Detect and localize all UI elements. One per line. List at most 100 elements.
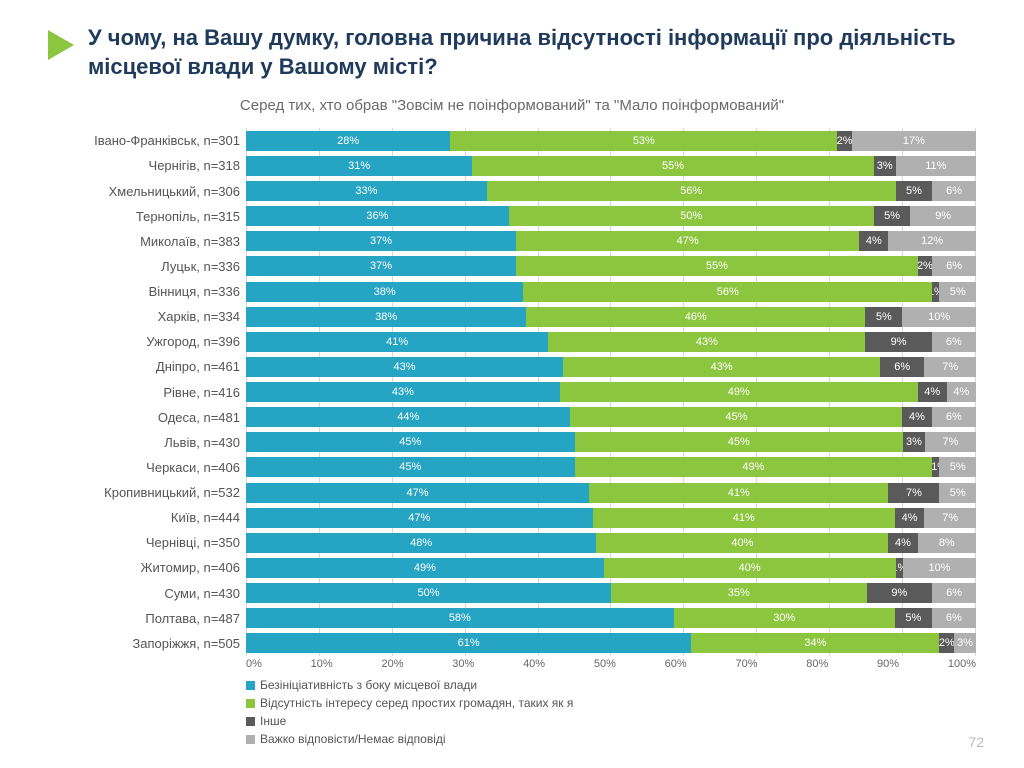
bar-segment: 55% xyxy=(516,256,918,276)
bar-row: 45%45%3%7% xyxy=(246,432,976,452)
bar-segment: 6% xyxy=(932,608,976,628)
bar-segment: 55% xyxy=(472,156,874,176)
bar-segment: 49% xyxy=(246,558,604,578)
bar-segment: 7% xyxy=(925,432,976,452)
row-label: Миколаїв, n=383 xyxy=(48,235,240,248)
legend-swatch xyxy=(246,681,255,690)
bar-segment: 4% xyxy=(918,382,947,402)
bar-segment: 43% xyxy=(563,357,880,377)
row-label: Львів, n=430 xyxy=(48,436,240,449)
slide-subtitle: Серед тих, хто обрав "Зовсім не поінформ… xyxy=(48,97,976,114)
row-label: Полтава, n=487 xyxy=(48,612,240,625)
row-label: Чернігів, n=318 xyxy=(48,159,240,172)
bar-segment: 6% xyxy=(932,407,976,427)
axis-tick: 30% xyxy=(452,658,474,670)
bar-segment: 8% xyxy=(918,533,976,553)
bar-segment: 43% xyxy=(548,332,865,352)
bar-segment: 45% xyxy=(570,407,902,427)
bar-segment: 7% xyxy=(924,508,976,528)
arrow-right-icon xyxy=(48,30,74,60)
bar-segment: 10% xyxy=(903,558,976,578)
axis-tick: 60% xyxy=(665,658,687,670)
bar-segment: 49% xyxy=(575,457,933,477)
bar-segment: 4% xyxy=(859,231,888,251)
bar-row: 38%46%5%10% xyxy=(246,307,976,327)
bar-segment: 48% xyxy=(246,533,596,553)
bar-row: 45%49%<1%5% xyxy=(246,457,976,477)
bar-segment: 41% xyxy=(589,483,888,503)
legend-item: Безініціативність з боку місцевої влади xyxy=(246,676,976,694)
bar-row: 37%47%4%12% xyxy=(246,231,976,251)
bar-segment: 56% xyxy=(523,282,932,302)
bar-segment: 38% xyxy=(246,282,523,302)
bar-segment: 3% xyxy=(874,156,896,176)
bar-segment: 44% xyxy=(246,407,570,427)
legend: Безініціативність з боку місцевої владиВ… xyxy=(246,676,976,748)
row-label: Житомир, n=406 xyxy=(48,561,240,574)
bar-row: 41%43%9%6% xyxy=(246,332,976,352)
bar-segment: 33% xyxy=(246,181,487,201)
row-label: Запоріжжя, n=505 xyxy=(48,637,240,650)
bar-segment: 2% xyxy=(837,131,852,151)
bar-segment: 45% xyxy=(246,432,575,452)
bar-segment: 4% xyxy=(902,407,931,427)
bar-segment: 56% xyxy=(487,181,896,201)
bar-segment: 47% xyxy=(516,231,859,251)
legend-item: Інше xyxy=(246,712,976,730)
bar-segment: 43% xyxy=(246,382,560,402)
bar-segment: 53% xyxy=(450,131,837,151)
bar-segment: 5% xyxy=(939,282,976,302)
axis-tick: 70% xyxy=(735,658,757,670)
bar-segment: 2% xyxy=(918,256,933,276)
axis-tick: 100% xyxy=(948,658,976,670)
legend-swatch xyxy=(246,735,255,744)
bar-segment: 41% xyxy=(593,508,895,528)
bar-segment: 5% xyxy=(874,206,911,226)
bar-row: 33%56%5%6% xyxy=(246,181,976,201)
bar-segment: 10% xyxy=(902,307,976,327)
bar-segment: 9% xyxy=(865,332,931,352)
legend-label: Відсутність інтересу серед простих грома… xyxy=(260,694,573,712)
bar-segment: 6% xyxy=(932,181,976,201)
bar-segment: 3% xyxy=(903,432,925,452)
bar-segment: 6% xyxy=(932,256,976,276)
bar-row: 36%50%5%9% xyxy=(246,206,976,226)
bar-segment: 4% xyxy=(947,382,976,402)
row-label: Чернівці, n=350 xyxy=(48,536,240,549)
bar-segment: 35% xyxy=(611,583,867,603)
axis-tick: 0% xyxy=(246,658,262,670)
bar-segment: 61% xyxy=(246,633,691,653)
slide-header: У чому, на Вашу думку, головна причина в… xyxy=(48,24,976,81)
bar-row: 61%34%2%3% xyxy=(246,633,976,653)
bar-segment: 4% xyxy=(888,533,917,553)
bar-segment: 6% xyxy=(932,332,976,352)
bar-segment: 5% xyxy=(939,483,976,503)
axis-tick: 90% xyxy=(877,658,899,670)
bar-segment: 1% xyxy=(896,558,903,578)
bar-row: 47%41%7%5% xyxy=(246,483,976,503)
bar-segment: 31% xyxy=(246,156,472,176)
bar-segment: 5% xyxy=(865,307,902,327)
bar-segment: 7% xyxy=(924,357,976,377)
bar-segment: 11% xyxy=(896,156,976,176)
bar-segment: 47% xyxy=(246,508,593,528)
row-label: Одеса, n=481 xyxy=(48,411,240,424)
bar-row: 44%45%4%6% xyxy=(246,407,976,427)
legend-label: Важко відповісти/Немає відповіді xyxy=(260,730,446,748)
bar-row: 43%49%4%4% xyxy=(246,382,976,402)
row-label: Івано-Франківськ, n=301 xyxy=(48,134,240,147)
bar-segment: 50% xyxy=(509,206,874,226)
bar-row: 50%35%9%6% xyxy=(246,583,976,603)
bar-segment: 5% xyxy=(939,457,976,477)
bar-segment: 6% xyxy=(932,583,976,603)
slide-title: У чому, на Вашу думку, головна причина в… xyxy=(88,24,976,81)
row-label: Черкаси, n=406 xyxy=(48,461,240,474)
bar-segment: 50% xyxy=(246,583,611,603)
row-label: Вінниця, n=336 xyxy=(48,285,240,298)
bar-segment: 28% xyxy=(246,131,450,151)
bar-segment: 45% xyxy=(575,432,904,452)
bar-segment: 49% xyxy=(560,382,918,402)
bar-segment: 45% xyxy=(246,457,575,477)
legend-swatch xyxy=(246,699,255,708)
bar-segment: 7% xyxy=(888,483,939,503)
